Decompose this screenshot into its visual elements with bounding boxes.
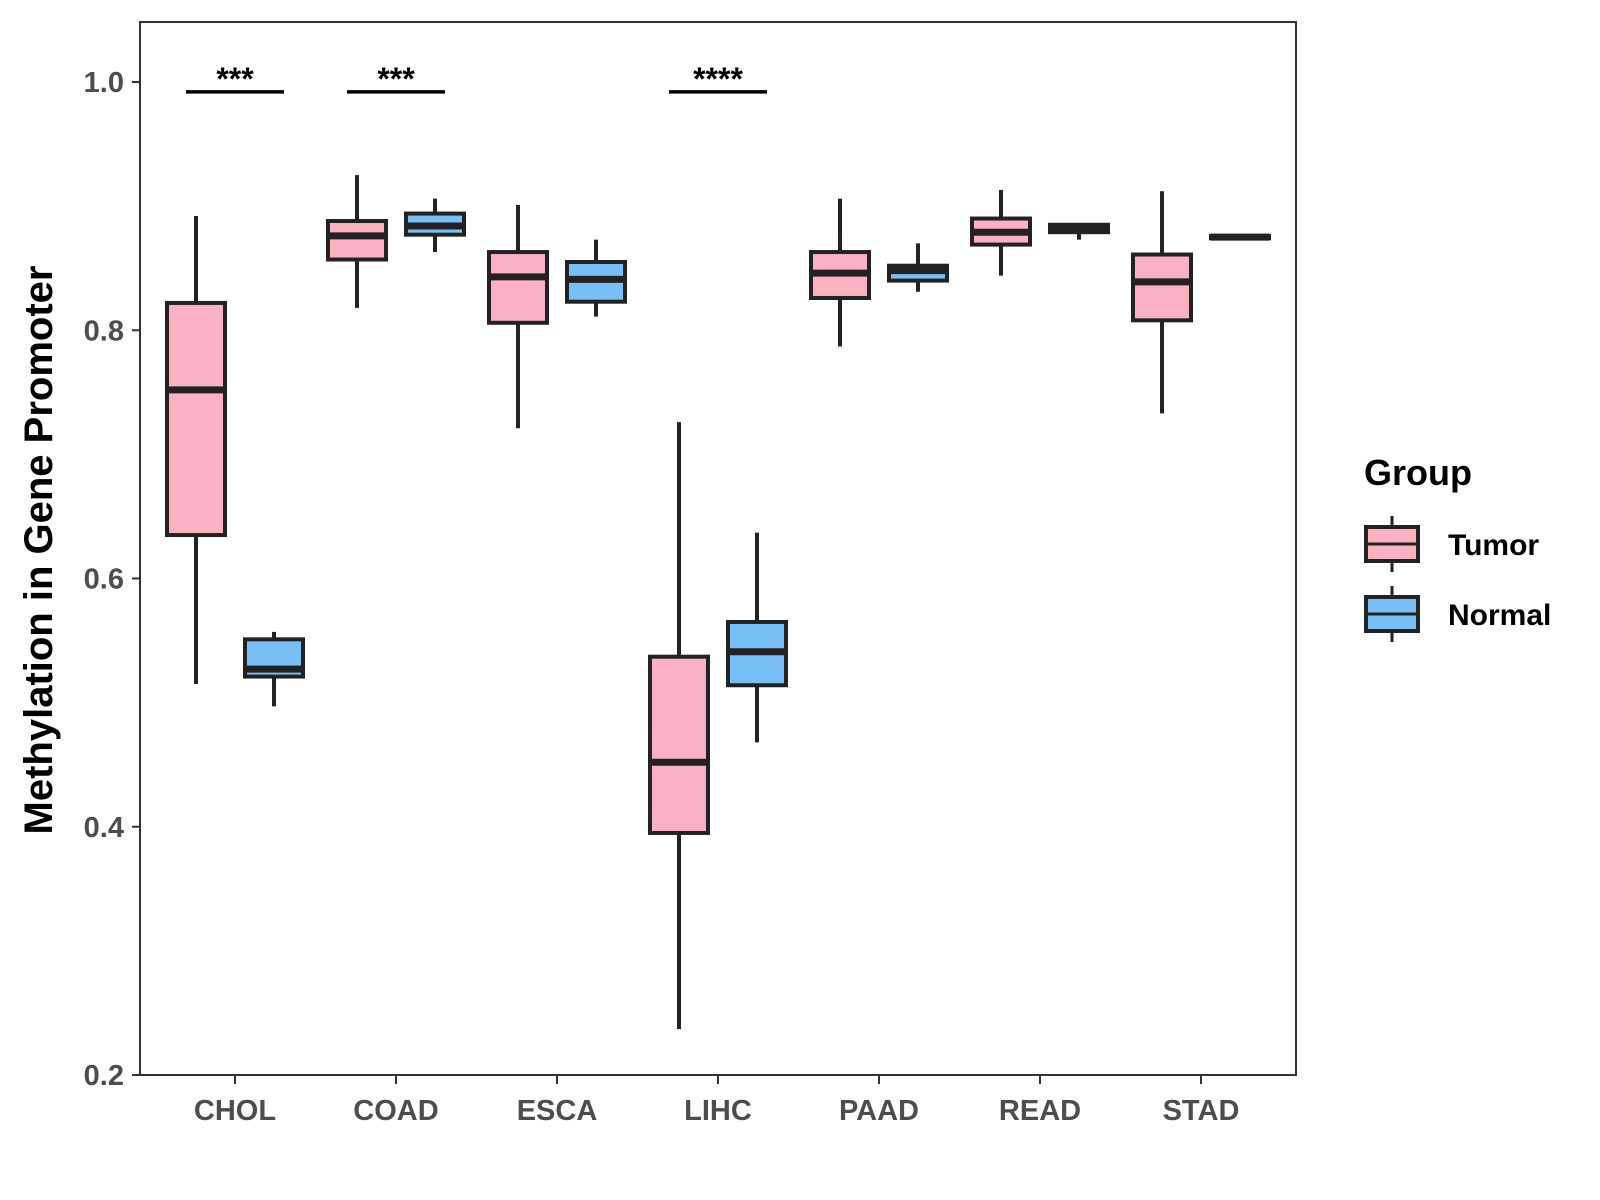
boxes-layer: [165, 175, 1271, 1030]
box-tumor-paad: [809, 198, 871, 347]
x-tick-label: PAAD: [839, 1095, 919, 1127]
y-axis: 0.2 0.4 0.6 0.8 1.0: [84, 67, 140, 1092]
legend: Group Tumor Normal: [1364, 452, 1551, 642]
legend-title: Group: [1364, 452, 1472, 493]
box-tumor-chol: [165, 216, 227, 685]
box-tumor-esca: [487, 204, 549, 429]
box-body: [1131, 252, 1193, 323]
box-normal-stad: [1209, 233, 1271, 241]
y-tick-label: 1.0: [84, 67, 124, 99]
legend-item-label: Normal: [1448, 599, 1551, 632]
x-tick-label: COAD: [353, 1095, 438, 1127]
y-tick-label: 0.6: [84, 564, 124, 596]
box-tumor-coad: [326, 175, 388, 308]
box-body: [487, 250, 549, 325]
significance-label: ***: [216, 61, 254, 97]
significance-label: ***: [377, 61, 415, 97]
x-tick-label: READ: [999, 1095, 1081, 1127]
legend-item-tumor: Tumor: [1364, 516, 1539, 572]
plot-panel: [139, 21, 1297, 1076]
significance-label: ****: [693, 61, 743, 97]
legend-item-normal: Normal: [1364, 586, 1551, 642]
x-tick-label: STAD: [1163, 1095, 1240, 1127]
box-normal-paad: [887, 243, 949, 292]
y-tick-label: 0.8: [84, 315, 124, 347]
box-normal-read: [1048, 222, 1110, 240]
legend-item-label: Tumor: [1448, 529, 1539, 562]
x-tick-label: CHOL: [194, 1095, 276, 1127]
box-body: [165, 300, 227, 538]
x-tick-label: LIHC: [684, 1095, 752, 1127]
y-tick-label: 0.4: [84, 812, 124, 844]
box-normal-esca: [565, 239, 627, 317]
significance-annotations: *** *** ****: [186, 61, 767, 97]
box-body: [648, 654, 710, 835]
box-body: [326, 219, 388, 262]
x-tick-label: ESCA: [517, 1095, 598, 1127]
box-normal-coad: [404, 198, 466, 253]
box-tumor-stad: [1131, 191, 1193, 414]
y-axis-label: Methylation in Gene Promoter: [17, 266, 61, 835]
x-axis: CHOL COAD ESCA LIHC PAAD READ STAD: [194, 1075, 1239, 1127]
box-normal-lihc: [726, 532, 788, 743]
box-tumor-lihc: [648, 422, 710, 1030]
box-tumor-read: [970, 189, 1032, 276]
box-normal-chol: [243, 631, 305, 707]
y-tick-label: 0.2: [84, 1060, 124, 1092]
